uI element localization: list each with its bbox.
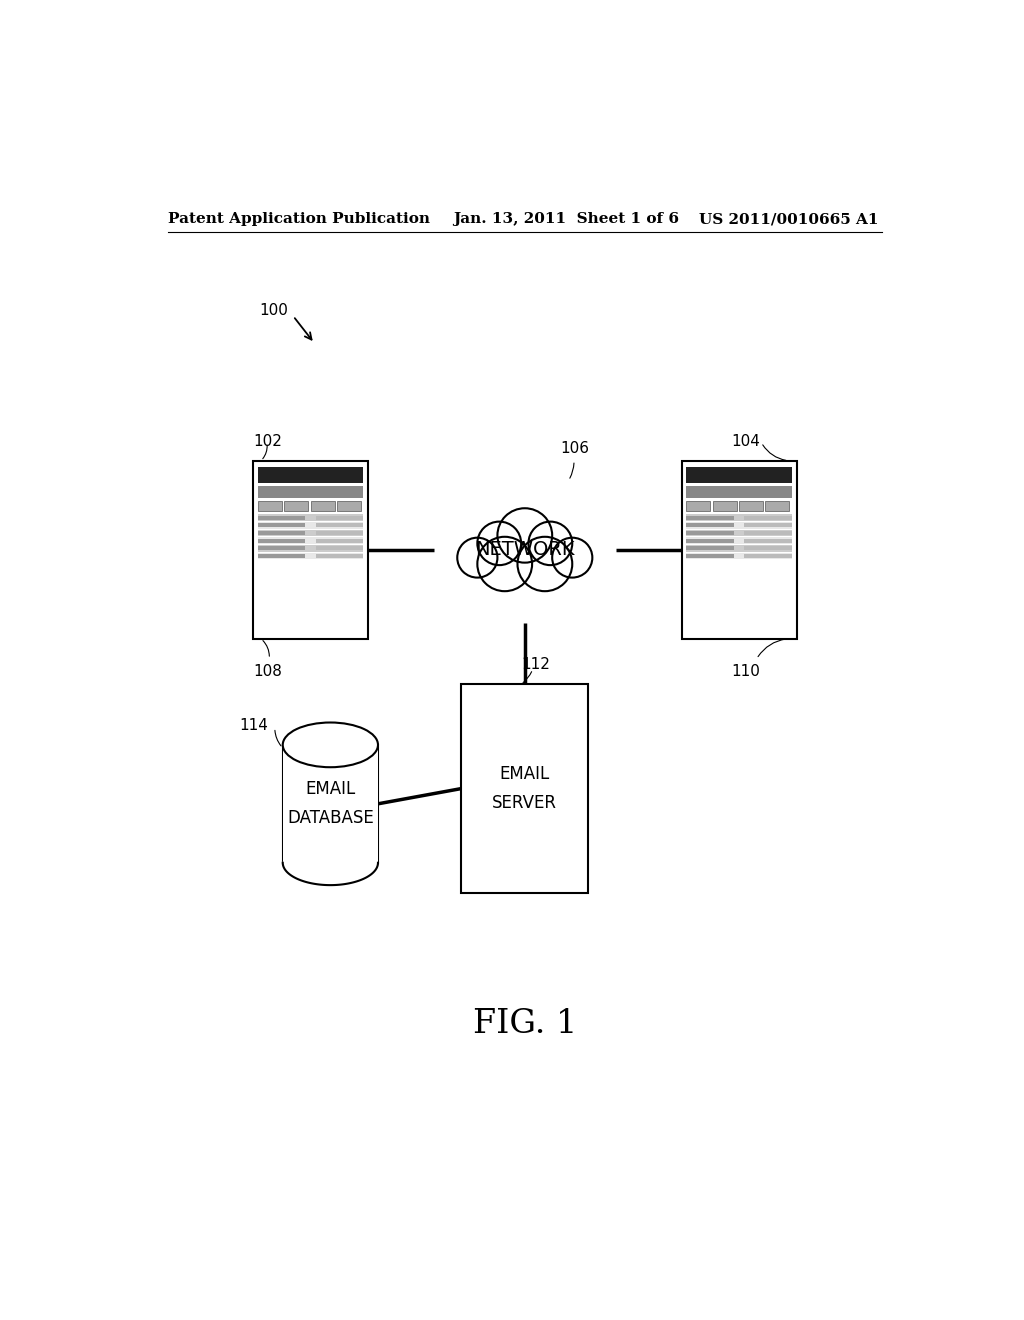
Bar <box>744 539 792 543</box>
Bar <box>337 502 360 511</box>
Bar <box>258 516 305 520</box>
Bar <box>258 521 364 529</box>
Bar <box>315 539 364 543</box>
Text: 100: 100 <box>259 304 288 318</box>
Bar <box>744 516 792 520</box>
Bar <box>744 546 792 550</box>
Bar <box>686 539 734 543</box>
Bar <box>258 486 364 499</box>
Bar <box>258 537 364 544</box>
Bar <box>258 546 305 550</box>
Bar <box>461 684 588 892</box>
Text: FIG. 1: FIG. 1 <box>473 1008 577 1040</box>
Bar <box>315 546 364 550</box>
Circle shape <box>479 520 519 572</box>
Bar <box>315 523 364 527</box>
Circle shape <box>547 537 585 585</box>
Bar <box>258 467 364 483</box>
Bar <box>258 502 282 511</box>
Circle shape <box>499 504 551 572</box>
Bar <box>283 744 378 863</box>
Circle shape <box>480 533 532 601</box>
Bar <box>284 502 308 511</box>
Text: 106: 106 <box>560 441 590 457</box>
Bar <box>258 545 364 552</box>
Ellipse shape <box>498 508 552 562</box>
Bar <box>258 529 364 536</box>
Bar <box>766 502 790 511</box>
Text: Patent Application Publication: Patent Application Publication <box>168 213 430 227</box>
Circle shape <box>530 520 570 572</box>
Text: US 2011/0010665 A1: US 2011/0010665 A1 <box>699 213 879 227</box>
Text: 114: 114 <box>240 718 268 733</box>
Bar <box>315 554 364 558</box>
Bar <box>744 531 792 535</box>
Text: EMAIL
DATABASE: EMAIL DATABASE <box>287 780 374 828</box>
Bar <box>744 523 792 527</box>
Bar <box>686 515 792 521</box>
Bar <box>686 531 734 535</box>
Bar <box>682 461 797 639</box>
Bar <box>310 502 335 511</box>
Bar <box>686 545 792 552</box>
Text: 104: 104 <box>731 433 760 449</box>
Bar <box>315 516 364 520</box>
Circle shape <box>517 533 569 601</box>
Text: EMAIL
SERVER: EMAIL SERVER <box>493 766 557 812</box>
Bar <box>686 553 792 560</box>
Ellipse shape <box>477 537 532 591</box>
Bar <box>253 461 368 639</box>
Bar <box>686 467 792 483</box>
Bar <box>686 537 792 544</box>
Bar <box>686 516 734 520</box>
Ellipse shape <box>458 537 498 578</box>
Ellipse shape <box>517 537 572 591</box>
Ellipse shape <box>552 537 592 578</box>
Bar <box>739 502 763 511</box>
Text: 108: 108 <box>253 664 283 678</box>
Bar <box>686 529 792 536</box>
Text: 110: 110 <box>731 664 760 678</box>
Text: NETWORK: NETWORK <box>475 540 574 560</box>
Bar <box>744 554 792 558</box>
Bar <box>713 502 736 511</box>
Bar <box>686 523 734 527</box>
Bar <box>258 554 305 558</box>
Bar <box>686 521 792 529</box>
Text: Jan. 13, 2011  Sheet 1 of 6: Jan. 13, 2011 Sheet 1 of 6 <box>454 213 679 227</box>
Ellipse shape <box>283 841 378 886</box>
Bar <box>258 523 305 527</box>
Bar <box>686 554 734 558</box>
Ellipse shape <box>528 521 572 565</box>
Ellipse shape <box>283 722 378 767</box>
Text: 112: 112 <box>521 657 550 672</box>
Text: 102: 102 <box>253 433 283 449</box>
Bar <box>258 553 364 560</box>
Bar <box>686 546 734 550</box>
Bar <box>315 531 364 535</box>
Bar <box>258 515 364 521</box>
Bar <box>686 486 792 499</box>
Bar <box>258 539 305 543</box>
Bar <box>258 531 305 535</box>
Bar <box>686 502 711 511</box>
Circle shape <box>465 537 503 585</box>
Ellipse shape <box>477 521 521 565</box>
